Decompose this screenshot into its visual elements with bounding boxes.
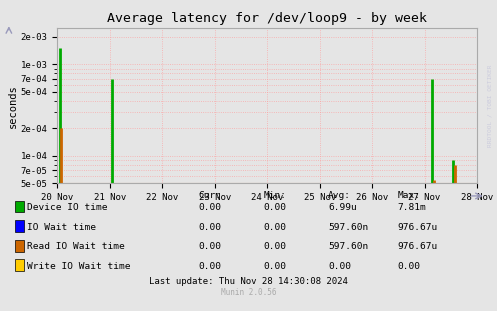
Text: Cur:: Cur:: [199, 191, 222, 200]
Text: 597.60n: 597.60n: [328, 242, 368, 251]
Text: 0.00: 0.00: [263, 223, 286, 231]
Text: 976.67u: 976.67u: [398, 223, 438, 231]
Text: 0.00: 0.00: [263, 242, 286, 251]
Text: 0.00: 0.00: [199, 203, 222, 212]
Text: RRDTOOL / TOBI OETIKER: RRDTOOL / TOBI OETIKER: [487, 64, 492, 147]
Text: 0.00: 0.00: [199, 223, 222, 231]
Text: Min:: Min:: [263, 191, 286, 200]
Text: Last update: Thu Nov 28 14:30:08 2024: Last update: Thu Nov 28 14:30:08 2024: [149, 277, 348, 286]
Text: 0.00: 0.00: [328, 262, 351, 271]
Text: 0.00: 0.00: [398, 262, 420, 271]
Text: 6.99u: 6.99u: [328, 203, 357, 212]
Text: IO Wait time: IO Wait time: [27, 223, 96, 231]
Title: Average latency for /dev/loop9 - by week: Average latency for /dev/loop9 - by week: [107, 12, 427, 26]
Text: 0.00: 0.00: [199, 262, 222, 271]
Y-axis label: seconds: seconds: [8, 84, 18, 128]
Text: Read IO Wait time: Read IO Wait time: [27, 242, 125, 251]
Text: Avg:: Avg:: [328, 191, 351, 200]
Text: 7.81m: 7.81m: [398, 203, 426, 212]
Text: 0.00: 0.00: [263, 262, 286, 271]
Text: Max:: Max:: [398, 191, 420, 200]
Text: 597.60n: 597.60n: [328, 223, 368, 231]
Text: 976.67u: 976.67u: [398, 242, 438, 251]
Text: Write IO Wait time: Write IO Wait time: [27, 262, 131, 271]
Text: 0.00: 0.00: [199, 242, 222, 251]
Text: Device IO time: Device IO time: [27, 203, 108, 212]
Text: Munin 2.0.56: Munin 2.0.56: [221, 288, 276, 297]
Text: 0.00: 0.00: [263, 203, 286, 212]
